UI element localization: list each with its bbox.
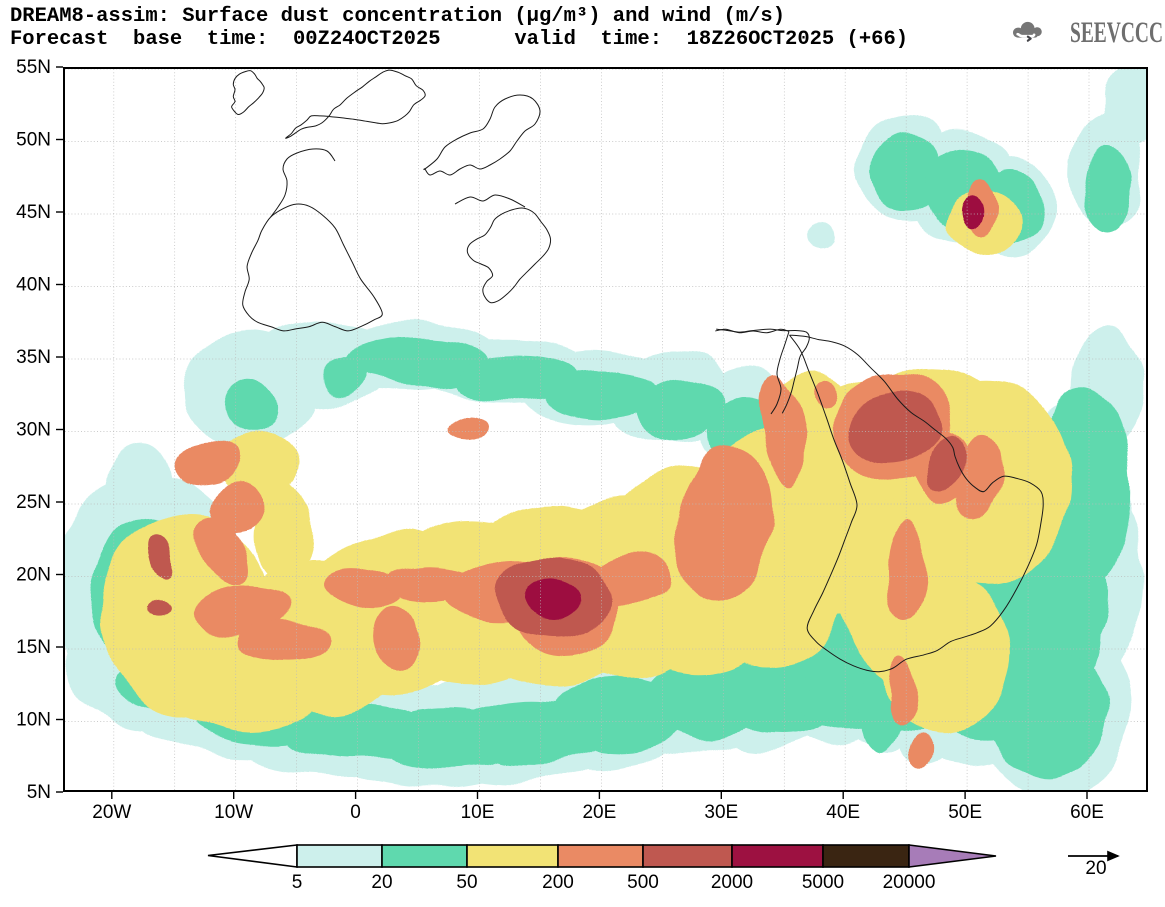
svg-text:20: 20 xyxy=(371,872,392,893)
svg-text:0: 0 xyxy=(350,802,361,823)
svg-text:20W: 20W xyxy=(92,802,131,823)
svg-text:20: 20 xyxy=(1085,858,1106,879)
svg-text:10W: 10W xyxy=(214,802,253,823)
svg-text:10N: 10N xyxy=(16,710,51,731)
svg-text:50N: 50N xyxy=(16,130,51,151)
svg-text:5N: 5N xyxy=(27,782,51,803)
svg-text:5000: 5000 xyxy=(802,872,844,893)
svg-text:30E: 30E xyxy=(704,802,738,823)
svg-text:35N: 35N xyxy=(16,347,51,368)
svg-text:SEEVCCC: SEEVCCC xyxy=(1070,16,1163,49)
svg-text:20N: 20N xyxy=(16,565,51,586)
svg-text:50E: 50E xyxy=(948,802,982,823)
svg-text:2000: 2000 xyxy=(711,872,753,893)
svg-text:10E: 10E xyxy=(461,802,495,823)
svg-text:40N: 40N xyxy=(16,275,51,296)
svg-text:50: 50 xyxy=(456,872,477,893)
svg-text:30N: 30N xyxy=(16,420,51,441)
svg-text:45N: 45N xyxy=(16,202,51,223)
svg-text:200: 200 xyxy=(542,872,574,893)
svg-text:20E: 20E xyxy=(582,802,616,823)
svg-text:15N: 15N xyxy=(16,637,51,658)
svg-text:20000: 20000 xyxy=(883,872,936,893)
svg-text:25N: 25N xyxy=(16,492,51,513)
svg-text:40E: 40E xyxy=(826,802,860,823)
svg-text:500: 500 xyxy=(627,872,659,893)
svg-text:5: 5 xyxy=(292,872,303,893)
svg-text:60E: 60E xyxy=(1070,802,1104,823)
svg-text:55N: 55N xyxy=(16,57,51,78)
